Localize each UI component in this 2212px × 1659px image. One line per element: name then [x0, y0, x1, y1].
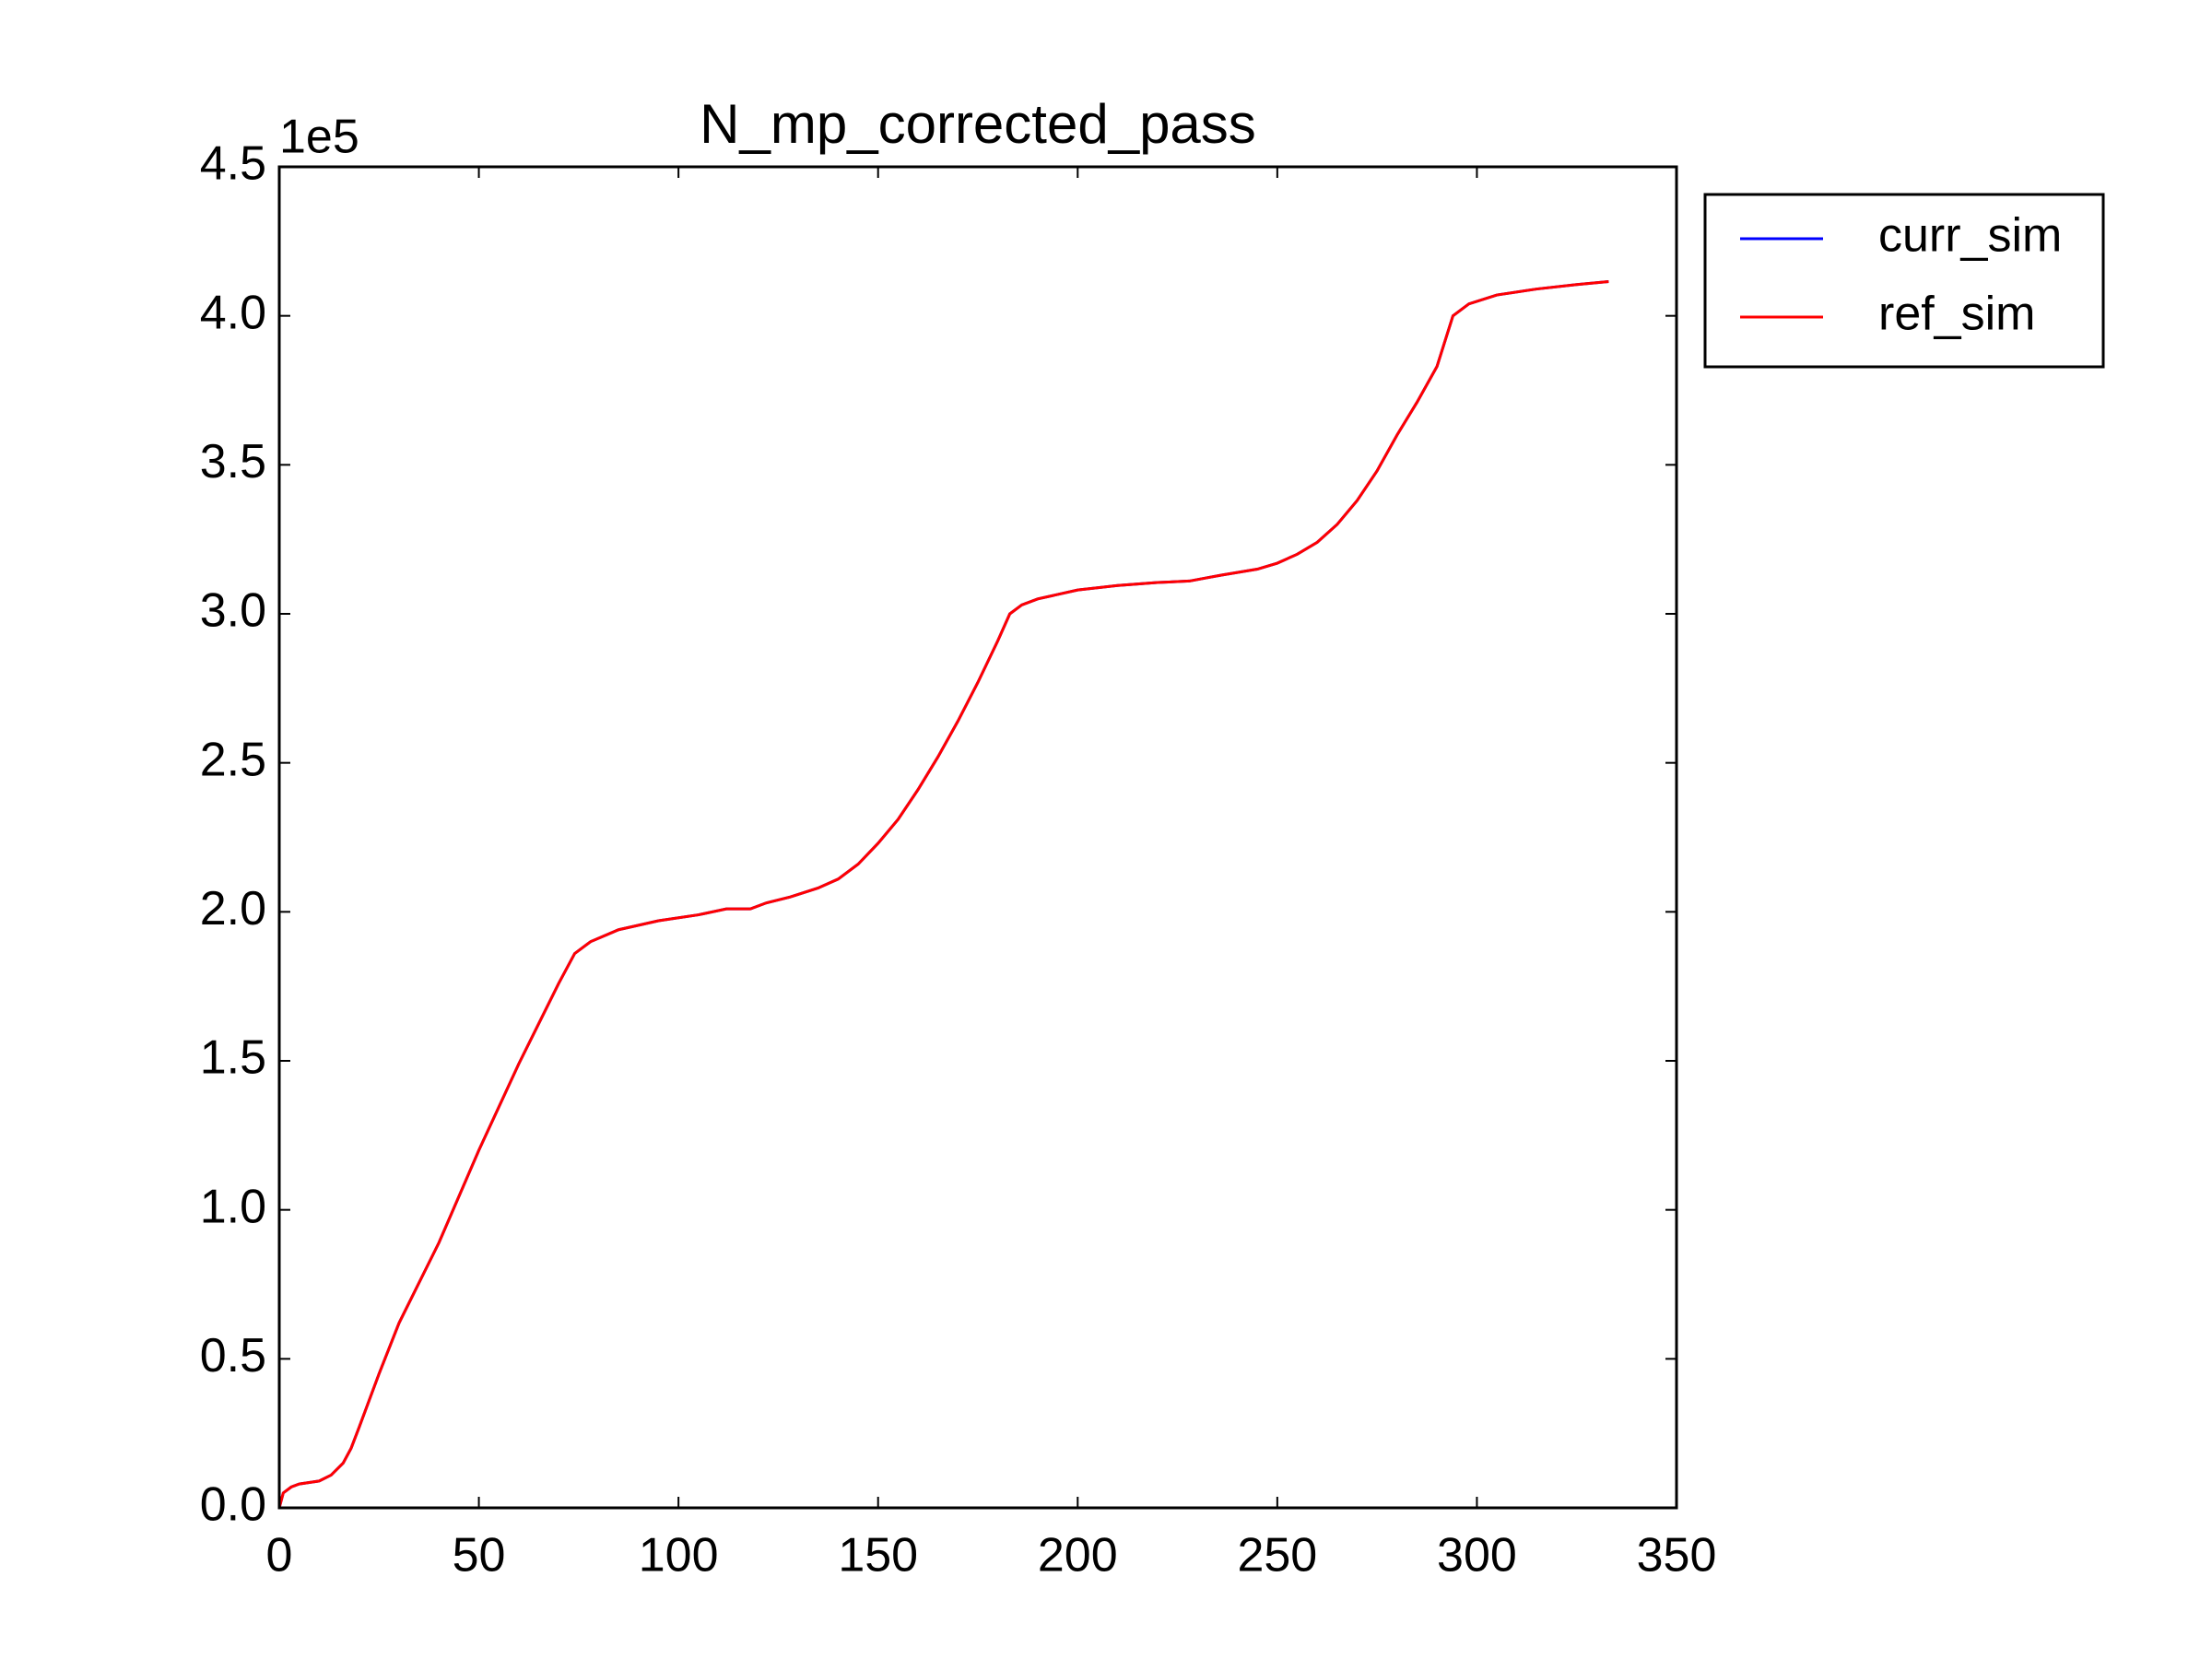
x-tick-label: 0: [266, 1529, 293, 1583]
x-tick-label: 250: [1237, 1529, 1317, 1583]
chart-title: N_mp_corrected_pass: [700, 93, 1256, 155]
y-offset-label: 1e5: [279, 111, 359, 164]
y-tick-label: 4.5: [200, 137, 266, 191]
data-line: [277, 279, 1609, 1509]
y-tick-label: 0.5: [200, 1329, 266, 1382]
y-tick-label: 2.5: [200, 733, 266, 786]
x-tick-label: 200: [1038, 1529, 1118, 1583]
y-tick-label: 3.5: [200, 435, 266, 488]
data-line: [277, 279, 1609, 1509]
x-tick-label: 100: [639, 1529, 719, 1583]
legend-label: curr_sim: [1878, 209, 2062, 263]
x-tick-label: 50: [453, 1529, 506, 1583]
y-tick-label: 3.0: [200, 584, 266, 638]
plot-frame: [277, 165, 1678, 1510]
legend-label: ref_sim: [1878, 288, 2035, 341]
y-tick-label: 1.5: [200, 1031, 266, 1085]
y-tick-label: 1.0: [200, 1180, 266, 1233]
y-tick-label: 0.0: [200, 1478, 266, 1532]
x-tick-label: 300: [1437, 1529, 1517, 1583]
x-tick-label: 350: [1637, 1529, 1717, 1583]
y-tick-label: 4.0: [200, 286, 266, 339]
legend-box: [1703, 193, 2105, 369]
x-tick-label: 150: [838, 1529, 918, 1583]
y-tick-label: 2.0: [200, 882, 266, 935]
